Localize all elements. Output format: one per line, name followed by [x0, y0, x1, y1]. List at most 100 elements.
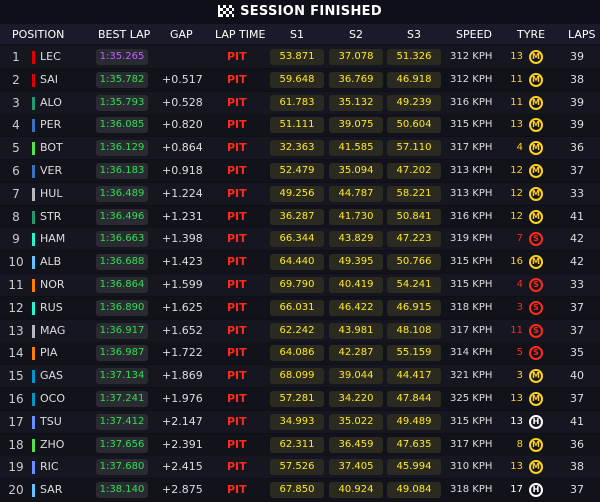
tyre-age: 11	[510, 73, 523, 85]
laps-count: 37	[570, 483, 584, 497]
driver-code: TSU	[40, 414, 62, 428]
speed-value: 315 KPH	[450, 256, 493, 268]
col-best-lap: BEST LAP	[98, 28, 151, 41]
table-row[interactable]: 10 ALB 1:36.688 +1.423 PIT 64.440 49.395 50.766…	[0, 251, 600, 274]
sector-2-time: 42.287	[329, 345, 383, 362]
team-color-stripe	[32, 324, 35, 338]
tyre-age: 12	[510, 210, 523, 222]
laps-count: 33	[570, 186, 584, 200]
sector-3-time: 49.084	[387, 482, 441, 499]
best-lap-time: 1:37.680	[96, 459, 148, 476]
table-row[interactable]: 3 ALO 1:35.793 +0.528 PIT 61.783 35.132 49.239 3…	[0, 91, 600, 114]
position-number: 6	[12, 164, 20, 178]
speed-value: 313 KPH	[450, 187, 493, 199]
tyre-compound-icon: H	[529, 483, 543, 498]
gap-value: +0.517	[162, 72, 203, 86]
speed-value: 317 KPH	[450, 142, 493, 154]
sector-3-time: 50.841	[387, 208, 441, 225]
tyre-age: 17	[510, 484, 523, 496]
best-lap-time: 1:35.265	[96, 49, 148, 65]
gap-value: +2.875	[162, 483, 203, 497]
table-row[interactable]: 15 GAS 1:37.134 +1.869 PIT 68.099 39.044 44.417…	[0, 365, 600, 388]
table-row[interactable]: 9 HAM 1:36.663 +1.398 PIT 66.344 43.829 47.223 3…	[0, 228, 600, 251]
gap-value: +2.391	[162, 437, 203, 451]
sector-1-time: 36.287	[270, 208, 324, 225]
pit-status: PIT	[227, 141, 247, 155]
gap-value: +1.231	[162, 209, 203, 223]
table-row[interactable]: 13 MAG 1:36.917 +1.652 PIT 62.242 43.981 48.108…	[0, 319, 600, 342]
col-speed: SPEED	[456, 28, 492, 41]
tyre-compound-icon: M	[529, 437, 543, 452]
sector-2-time: 34.220	[329, 391, 383, 407]
gap-value: +0.528	[162, 95, 203, 109]
gap-value: +2.415	[162, 460, 203, 474]
tyre-compound-icon: S	[529, 300, 543, 315]
tyre-age: 3	[516, 370, 523, 382]
best-lap-time: 1:36.129	[96, 140, 148, 157]
table-row[interactable]: 19 RIC 1:37.680 +2.415 PIT 57.526 37.405 45.994…	[0, 456, 600, 479]
sector-1-time: 52.479	[270, 163, 324, 179]
team-color-stripe	[32, 233, 35, 247]
pit-status: PIT	[227, 300, 247, 314]
tyre-compound-icon: S	[529, 323, 543, 338]
tyre-compound-icon: M	[529, 141, 543, 156]
speed-value: 319 KPH	[450, 233, 493, 245]
best-lap-time: 1:36.183	[96, 163, 148, 179]
pit-status: PIT	[227, 95, 247, 109]
table-row[interactable]: 11 NOR 1:36.864 +1.599 PIT 69.790 40.419 54.241…	[0, 274, 600, 296]
best-lap-time: 1:35.793	[96, 94, 148, 111]
speed-value: 325 KPH	[450, 393, 493, 404]
sector-1-time: 66.031	[270, 299, 324, 316]
table-row[interactable]: 20 SAR 1:38.140 +2.875 PIT 67.850 40.924 49.084…	[0, 479, 600, 502]
driver-code: SAI	[40, 72, 58, 86]
table-row[interactable]: 5 BOT 1:36.129 +0.864 PIT 32.363 41.585 57.110 3…	[0, 137, 600, 160]
table-row[interactable]: 14 PIA 1:36.987 +1.722 PIT 64.086 42.287 55.159…	[0, 342, 600, 365]
sector-3-time: 46.915	[387, 299, 441, 316]
driver-code: PIA	[40, 346, 58, 360]
tyre-compound-icon: M	[529, 209, 543, 224]
tyre-age: 13	[510, 393, 523, 404]
gap-value: +1.423	[162, 255, 203, 269]
table-row[interactable]: 7 HUL 1:36.489 +1.224 PIT 49.256 44.787 58.221 3…	[0, 182, 600, 205]
laps-count: 39	[570, 50, 584, 63]
best-lap-time: 1:36.917	[96, 322, 148, 339]
best-lap-time: 1:37.656	[96, 436, 148, 453]
table-row[interactable]: 8 STR 1:36.496 +1.231 PIT 36.287 41.730 50.841 3…	[0, 205, 600, 228]
table-row[interactable]: 17 TSU 1:37.412 +2.147 PIT 34.993 35.022 49.489…	[0, 410, 600, 433]
team-color-stripe	[32, 415, 35, 429]
tyre-compound-icon: M	[529, 392, 543, 406]
session-banner: SESSION FINISHED	[0, 0, 600, 22]
driver-code: RUS	[40, 300, 63, 314]
sector-1-time: 61.783	[270, 94, 324, 111]
team-color-stripe	[32, 484, 35, 498]
tyre-age: 13	[510, 415, 523, 427]
best-lap-time: 1:37.412	[96, 413, 148, 430]
tyre-age: 5	[516, 347, 523, 359]
table-row[interactable]: 18 ZHO 1:37.656 +2.391 PIT 62.311 36.459 47.635…	[0, 433, 600, 456]
table-row[interactable]: 4 PER 1:36.085 +0.820 PIT 51.111 39.075 50.604 3…	[0, 114, 600, 137]
tyre-age: 12	[510, 165, 523, 176]
tyre-age: 13	[510, 51, 523, 62]
best-lap-time: 1:36.688	[96, 254, 148, 271]
laps-count: 42	[570, 232, 584, 246]
laps-count: 39	[570, 95, 584, 109]
sector-2-time: 44.787	[329, 185, 383, 202]
table-row[interactable]: 12 RUS 1:36.890 +1.625 PIT 66.031 46.422 46.915…	[0, 296, 600, 319]
speed-value: 315 KPH	[450, 279, 493, 290]
sector-2-time: 46.422	[329, 299, 383, 316]
table-row[interactable]: 2 SAI 1:35.782 +0.517 PIT 59.648 36.769 46.918 3…	[0, 68, 600, 91]
table-row[interactable]: 1 LEC 1:35.265 PIT 53.871 37.078 51.326 312 KPH…	[0, 46, 600, 68]
position-number: 11	[8, 278, 24, 292]
team-color-stripe	[32, 187, 35, 201]
sector-2-time: 41.730	[329, 208, 383, 225]
table-row[interactable]: 16 OCO 1:37.241 +1.976 PIT 57.281 34.220 47.844…	[0, 388, 600, 410]
col-lap-time: LAP TIME	[215, 28, 266, 41]
sector-3-time: 47.844	[387, 391, 441, 407]
tyre-compound-icon: M	[529, 95, 543, 110]
speed-value: 318 KPH	[450, 301, 493, 313]
sector-1-time: 68.099	[270, 368, 324, 385]
table-row[interactable]: 6 VER 1:36.183 +0.918 PIT 52.479 35.094 47.202 3…	[0, 160, 600, 182]
position-number: 8	[12, 209, 20, 224]
driver-code: LEC	[40, 50, 61, 63]
col-gap: GAP	[170, 28, 193, 41]
